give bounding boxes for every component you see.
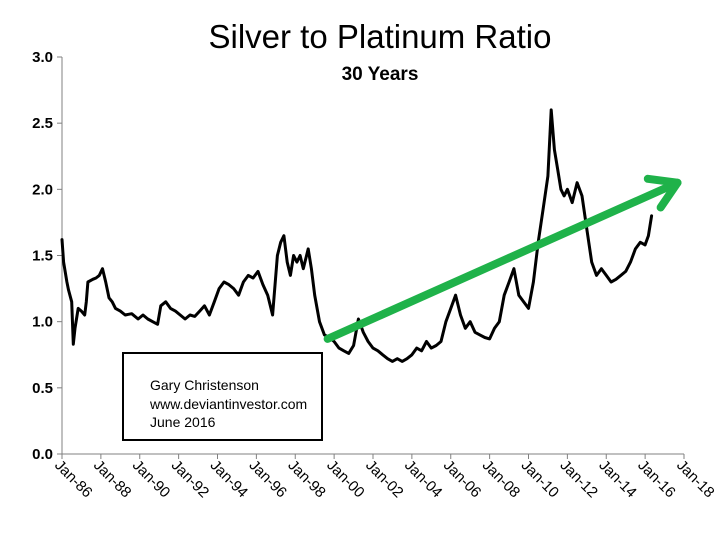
- chart-title: Silver to Platinum Ratio: [209, 18, 552, 55]
- trend-arrow: [323, 174, 682, 343]
- data-series-line: [60, 108, 654, 363]
- annotation-box-frame: [122, 352, 323, 441]
- trend-arrow-shaft: [323, 178, 682, 343]
- y-tick-label: 3.0: [32, 49, 53, 66]
- annotation-date: June 2016: [150, 414, 216, 430]
- chart-subtitle: 30 Years: [342, 64, 419, 85]
- y-tick-label: 0.0: [32, 446, 53, 463]
- y-axis: 0.0 0.5 1.0 1.5 2.0 2.5 3.0: [32, 49, 62, 463]
- y-tick-label: 0.5: [32, 380, 53, 397]
- y-tick-label: 1.0: [32, 314, 53, 331]
- y-tick-label: 2.0: [32, 181, 53, 198]
- y-tick-label: 2.5: [32, 115, 53, 132]
- annotation-box: Gary Christenson www.deviantinvestor.com…: [122, 352, 323, 441]
- y-tick-label: 1.5: [32, 248, 53, 265]
- annotation-author: Gary Christenson: [150, 377, 259, 393]
- annotation-website: www.deviantinvestor.com: [149, 396, 307, 412]
- trend-arrow-head: [643, 174, 682, 212]
